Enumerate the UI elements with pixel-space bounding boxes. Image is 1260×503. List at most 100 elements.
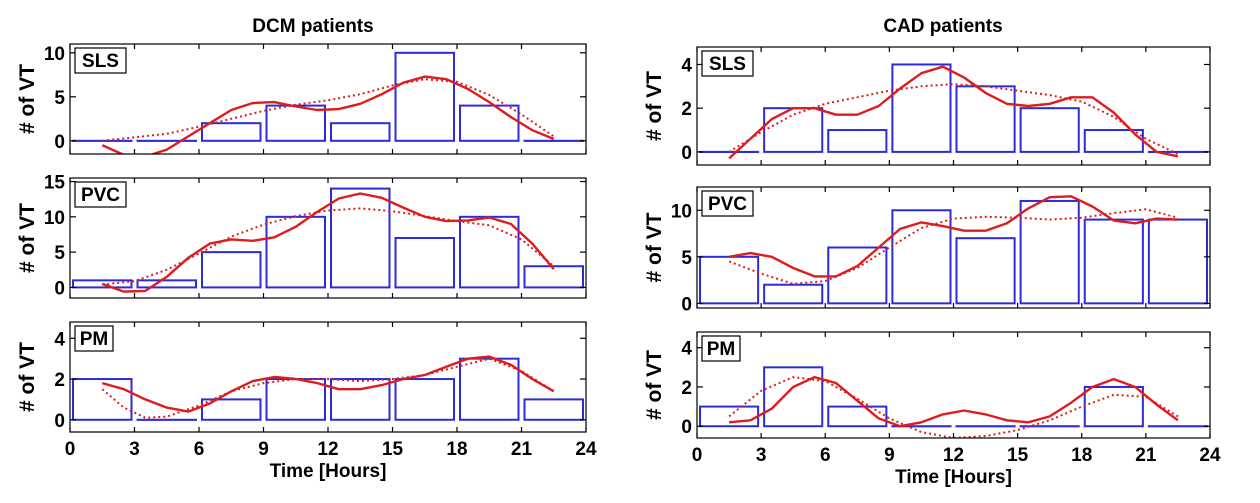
y-tick-label: 0 <box>54 411 65 432</box>
bar <box>394 378 455 421</box>
panel-tag-label: PM <box>80 329 109 350</box>
bar <box>394 237 455 289</box>
smooth-curve <box>101 192 555 293</box>
bar <box>201 398 262 421</box>
bar <box>955 85 1016 153</box>
bar <box>201 122 262 142</box>
bar <box>523 398 584 421</box>
y-axis-label: # of VT <box>643 350 666 420</box>
y-tick-label: 2 <box>681 378 692 399</box>
bar <box>1083 218 1144 305</box>
panel-tag-label: SLS <box>709 54 746 75</box>
y-tick-label: 10 <box>44 44 65 65</box>
bar <box>136 279 197 289</box>
y-axis-label: # of VT <box>643 212 666 282</box>
panel-pvc: 0 5 10# of VT PVC <box>643 186 1211 315</box>
bar <box>72 279 133 289</box>
x-tick-label: 0 <box>692 445 703 466</box>
x-tick-label: 18 <box>446 439 467 460</box>
y-axis-label: # of VT <box>16 64 39 134</box>
y-tick-label: 15 <box>44 173 66 194</box>
smooth-curve <box>101 75 555 154</box>
x-tick-label: 9 <box>884 445 895 466</box>
bar <box>827 129 888 153</box>
panel-tag-label: PM <box>707 339 736 360</box>
fit-curve <box>102 207 555 286</box>
bar <box>394 51 455 142</box>
x-tick-label: 24 <box>575 439 597 460</box>
x-tick-label: 3 <box>756 445 767 466</box>
y-tick-label: 4 <box>681 339 692 360</box>
x-tick-label: 21 <box>511 439 533 460</box>
fit-curve <box>728 83 1179 156</box>
panel-tag: PM <box>74 325 114 352</box>
plot-frame <box>696 46 1211 166</box>
bar <box>459 215 520 289</box>
y-axis-label: # of VT <box>16 342 39 412</box>
x-axis-label: Time [Hours] <box>270 461 387 482</box>
panel-tag-box <box>74 47 127 74</box>
y-axis-label: # of VT <box>643 71 666 141</box>
bar <box>763 366 824 428</box>
panel-tag-box <box>701 335 741 362</box>
y-axis-label: # of VT <box>16 203 39 273</box>
panel-sls: 0 2 4 # of VT SLS <box>643 46 1211 166</box>
y-tick-label: 0 <box>681 417 692 438</box>
y-tick-label: 5 <box>54 243 65 264</box>
x-tick-label: 21 <box>1135 445 1157 466</box>
y-tick-label: 0 <box>54 278 65 299</box>
bars <box>699 366 1208 428</box>
x-tick-label: 15 <box>1007 445 1029 466</box>
x-tick-label: 12 <box>943 445 964 466</box>
panel-tag: PVC <box>701 190 754 217</box>
smooth-curve <box>728 375 1179 428</box>
panel-tag: PM <box>701 335 741 362</box>
chart-title: DCM patients <box>252 16 373 37</box>
fit-curve <box>102 78 555 142</box>
panel-pvc: 0 5 10 15# of VT PVC <box>16 173 587 299</box>
x-tick-label: 12 <box>317 439 338 460</box>
y-tick-label: 0 <box>681 294 692 315</box>
bars <box>72 187 584 289</box>
x-tick-label: 15 <box>382 439 404 460</box>
bar <box>72 378 133 421</box>
x-tick-label: 3 <box>129 439 140 460</box>
bars <box>699 199 1208 305</box>
y-tick-label: 5 <box>54 88 65 109</box>
bars <box>72 51 584 142</box>
panel-tag-box <box>74 181 127 208</box>
bar <box>523 265 584 289</box>
panel-tag-box <box>701 190 754 217</box>
bar <box>1019 107 1080 153</box>
panel-tag-label: SLS <box>82 51 119 72</box>
panel-tag: PVC <box>74 181 127 208</box>
y-tick-label: 0 <box>54 132 65 153</box>
y-tick-label: 4 <box>54 329 65 350</box>
y-tick-label: 10 <box>671 201 692 222</box>
plot-frame <box>69 321 587 433</box>
x-axis-label: Time [Hours] <box>895 467 1012 488</box>
x-tick-label: 24 <box>1199 445 1221 466</box>
fit-curve <box>728 376 1179 438</box>
bars <box>699 63 1208 153</box>
panel-tag: SLS <box>701 50 754 77</box>
bar <box>330 122 391 142</box>
x-tick-label: 6 <box>820 445 831 466</box>
bar <box>330 187 391 289</box>
smooth-curve <box>728 65 1179 160</box>
bar <box>201 251 262 289</box>
y-tick-label: 2 <box>54 370 65 391</box>
bar <box>265 378 326 421</box>
bar <box>763 283 824 305</box>
bar <box>459 104 520 142</box>
x-tick-label: 0 <box>65 439 76 460</box>
y-tick-label: 0 <box>681 143 692 164</box>
bar <box>955 237 1016 305</box>
x-tick-label: 9 <box>258 439 269 460</box>
bar <box>459 357 520 421</box>
smooth-curve <box>728 195 1178 278</box>
y-tick-label: 4 <box>681 55 692 76</box>
panel-tag-label: PVC <box>81 185 120 206</box>
